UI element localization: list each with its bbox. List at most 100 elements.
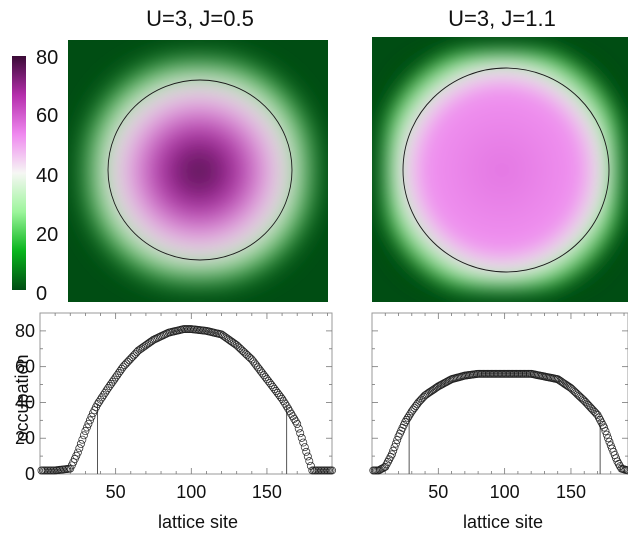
plot-right-data-point bbox=[426, 387, 435, 396]
plot-left-data-point bbox=[255, 365, 264, 374]
plot-right-data-point bbox=[401, 418, 410, 427]
plot-right-data-point bbox=[378, 464, 387, 473]
plot-left-data-point bbox=[303, 452, 312, 461]
plot-right-data-point bbox=[557, 377, 566, 386]
plot-left-data-point bbox=[120, 361, 129, 370]
plot-left-data-point bbox=[232, 341, 241, 350]
plot-right-data-point bbox=[589, 406, 598, 415]
plot-left-y-tick-label: 60 bbox=[15, 357, 35, 377]
heatmap-left bbox=[68, 40, 328, 302]
plot-left-data-point bbox=[276, 392, 285, 401]
plot-right-data-point bbox=[415, 397, 424, 405]
plot-left-data-point bbox=[275, 390, 283, 399]
colorbar: 80 60 40 20 0 bbox=[12, 47, 58, 305]
plot-left-data-point bbox=[262, 375, 271, 384]
plot-left-data-point bbox=[102, 386, 111, 395]
plot-left-data-point bbox=[272, 387, 280, 395]
plot-right-data-point bbox=[585, 402, 594, 411]
plot-right-data-point bbox=[580, 396, 589, 405]
plot-right-data-point bbox=[421, 391, 430, 400]
plot-left-data-point bbox=[99, 391, 108, 399]
colorbar-tick-40: 40 bbox=[36, 165, 58, 187]
plot-left-data-point bbox=[253, 363, 262, 372]
plot-left-data-point bbox=[131, 349, 140, 358]
plot-right-data-point bbox=[414, 398, 423, 407]
plot-right-data-point bbox=[588, 405, 597, 414]
plot-right-data-point bbox=[564, 382, 573, 391]
plot-right-data-point bbox=[605, 437, 614, 446]
plot-right-data-point bbox=[439, 379, 448, 388]
plot-right-data-point bbox=[577, 394, 586, 403]
plot-right-data-point bbox=[560, 379, 569, 388]
plot-right-data-point bbox=[405, 411, 414, 420]
colorbar-gradient bbox=[12, 56, 26, 290]
heatmap-right-contour bbox=[402, 67, 610, 273]
plot-left-data-point bbox=[302, 447, 311, 456]
colorbar-tick-0: 0 bbox=[36, 283, 47, 305]
plot-left-data-point bbox=[129, 351, 138, 360]
plot-left-data-point bbox=[104, 384, 113, 393]
plot-left-data-point bbox=[267, 381, 276, 390]
plot-right-data-point bbox=[443, 377, 452, 386]
plot-right-data-point bbox=[437, 380, 445, 389]
plot-left-data-point bbox=[328, 466, 336, 475]
plot-right-data-point bbox=[600, 423, 609, 432]
heatmap-right-density bbox=[384, 50, 620, 290]
plot-right-data-point bbox=[597, 418, 606, 427]
plot-right-data-point bbox=[438, 380, 447, 389]
plot-right-data-point bbox=[590, 408, 599, 417]
plot-left-data-point bbox=[237, 345, 246, 354]
occupation-plot-left: 50 100 150 0 20 40 60 80 bbox=[15, 312, 336, 502]
panel-title-right: U=3, J=1.1 bbox=[448, 6, 556, 31]
plot-left-data-point bbox=[252, 361, 261, 370]
plot-right-data-point bbox=[419, 392, 428, 401]
plot-right-data-point bbox=[377, 465, 386, 473]
plot-right-data-point bbox=[406, 409, 415, 418]
plot-right-data-point bbox=[559, 378, 567, 387]
plot-left-data-point bbox=[305, 457, 314, 466]
plot-left-data-point bbox=[264, 377, 273, 386]
plot-left-data-point bbox=[288, 412, 297, 421]
plot-left-data-point bbox=[107, 379, 116, 388]
heatmap-right bbox=[372, 37, 628, 302]
plot-left-data-point bbox=[249, 357, 258, 366]
plot-left-data-point bbox=[281, 399, 290, 408]
plot-left-data-point bbox=[247, 355, 256, 364]
plot-left-data-point bbox=[241, 349, 250, 358]
x-axis-label-left: lattice site bbox=[158, 512, 238, 532]
plot-left-data-point bbox=[123, 357, 132, 366]
plot-right-data-point bbox=[561, 380, 570, 389]
plot-left-data-point bbox=[256, 367, 265, 376]
colorbar-tick-60: 60 bbox=[36, 105, 58, 127]
plot-right-data-point bbox=[381, 462, 390, 471]
plot-right-data-point bbox=[563, 381, 571, 390]
plot-left-data-point bbox=[73, 448, 82, 457]
plot-left-data-point bbox=[287, 409, 296, 418]
plot-right-data-point bbox=[425, 388, 433, 397]
plot-right-x-tick-label: 150 bbox=[556, 482, 586, 502]
plot-left-data-point bbox=[244, 352, 253, 361]
plot-left-data-point bbox=[101, 388, 110, 397]
plot-left-data-point bbox=[259, 371, 268, 380]
plot-left-y-tick-label: 20 bbox=[15, 428, 35, 448]
plot-right-data-point bbox=[376, 465, 384, 474]
plot-left-data-point bbox=[78, 435, 87, 444]
plot-right-data-point bbox=[592, 409, 601, 418]
plot-left-data-point bbox=[110, 375, 119, 384]
plot-left-data-point bbox=[119, 362, 128, 371]
plot-left-x-tick-label: 150 bbox=[252, 482, 282, 502]
plot-left-data-point bbox=[294, 424, 303, 433]
plot-left-data-point bbox=[296, 429, 305, 438]
plot-left-data-point bbox=[231, 340, 240, 349]
plot-left-data-point bbox=[273, 389, 282, 397]
plot-right-data-point bbox=[594, 413, 603, 422]
plot-right-data-point bbox=[602, 430, 611, 439]
plot-left-data-point bbox=[85, 416, 94, 425]
plot-left-data-point bbox=[96, 395, 105, 404]
plot-right-data-point bbox=[556, 377, 565, 385]
plot-left-data-point bbox=[105, 382, 114, 390]
plot-left-data-point bbox=[306, 461, 315, 470]
plot-left-data-point bbox=[98, 393, 106, 402]
plot-left-data-point bbox=[234, 342, 243, 351]
plot-right-data-point bbox=[578, 395, 587, 404]
